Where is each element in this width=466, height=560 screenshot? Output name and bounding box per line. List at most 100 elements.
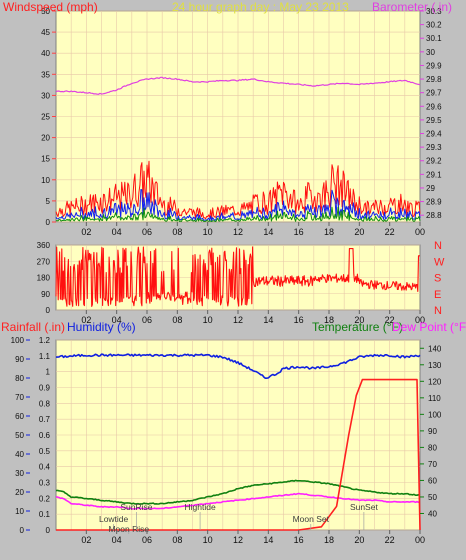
- wind-ytick-label: 15: [41, 155, 50, 164]
- wind-axes: 0 5 10 15 20 25 30 35 40 45 50 28.8 28.9 29 29.1 29.2 29…: [41, 7, 442, 237]
- wind-ytick-label: 35: [41, 70, 50, 79]
- temp-ytick-label: 120: [428, 377, 442, 386]
- direction-xtick-label: 10: [203, 315, 213, 325]
- humidity-label: Humidity (%): [67, 320, 136, 334]
- dewpoint-label: Dew Point (°F): [392, 320, 466, 334]
- baro-ytick-label: 30: [426, 48, 435, 57]
- wind-ytick-label: 0: [46, 218, 51, 227]
- rain-ytick-label: 0: [46, 526, 51, 535]
- rain-ytick-label: 0.3: [39, 479, 51, 488]
- compass-label: E: [434, 289, 441, 301]
- wind-xtick-label: 14: [263, 227, 273, 237]
- wind-ytick-label: 10: [41, 176, 50, 185]
- baro-ytick-label: 30.1: [426, 34, 442, 43]
- baro-ytick-label: 29.7: [426, 89, 442, 98]
- rain-xtick-label: 16: [294, 535, 304, 545]
- compass-label: N: [434, 240, 442, 252]
- baro-ytick-label: 30.2: [426, 21, 442, 30]
- baro-ytick-label: 28.9: [426, 198, 442, 207]
- humidity-ytick-label: 30: [15, 469, 24, 478]
- baro-ytick-label: 29.9: [426, 61, 442, 70]
- temperature-label: Temperature (°F): [312, 320, 403, 334]
- humidity-series: [56, 353, 421, 380]
- rain-ytick-label: 0.7: [39, 415, 51, 424]
- gust-series: [55, 160, 421, 220]
- direction-xtick-label: 14: [263, 315, 273, 325]
- dewpoint-series: [55, 492, 421, 510]
- wind-xtick-label: 10: [203, 227, 213, 237]
- direction-xtick-label: 08: [172, 315, 182, 325]
- direction-xtick-label: 02: [81, 315, 91, 325]
- baro-ytick-label: 29.8: [426, 75, 442, 84]
- direction-ytick-label: 270: [37, 257, 51, 266]
- rain-xtick-label: 22: [385, 535, 395, 545]
- barometer-series: [55, 76, 421, 95]
- humidity-ytick-label: 50: [15, 431, 24, 440]
- direction-xtick-label: 20: [354, 315, 364, 325]
- baro-ytick-label: 29.2: [426, 157, 442, 166]
- compass-label: W: [434, 256, 445, 268]
- humidity-ytick-label: 100: [11, 336, 25, 345]
- temp-ytick-label: 60: [428, 476, 437, 485]
- event-label: SunSet: [350, 502, 379, 512]
- rain-ytick-label: 1: [46, 368, 51, 377]
- rain-ytick-label: 0.1: [39, 510, 51, 519]
- rain-xtick-label: 02: [81, 535, 91, 545]
- temperature-series: [55, 479, 421, 505]
- humidity-ytick-label: 60: [15, 412, 24, 421]
- temp-ytick-label: 100: [428, 410, 442, 419]
- wind-ytick-label: 25: [41, 113, 50, 122]
- wind-xtick-label: 20: [354, 227, 364, 237]
- humidity-ytick-label: 20: [15, 488, 24, 497]
- direction-xtick-label: 18: [324, 315, 334, 325]
- wind-ytick-label: 50: [41, 7, 50, 16]
- humidity-ytick-label: 0: [20, 526, 25, 535]
- rain-ytick-label: 0.9: [39, 384, 51, 393]
- temp-ytick-label: 110: [428, 394, 441, 403]
- rain-xtick-label: 20: [354, 535, 364, 545]
- temp-ytick-label: 140: [428, 344, 442, 353]
- direction-ytick-label: 360: [37, 241, 51, 250]
- humidity-ytick-label: 40: [15, 450, 24, 459]
- baro-ytick-label: 30.3: [426, 7, 442, 16]
- baro-ytick-label: 29.1: [426, 170, 442, 179]
- wind-xtick-label: 02: [81, 227, 91, 237]
- temp-ytick-label: 40: [428, 509, 437, 518]
- event-label: Lowtide: [99, 514, 129, 524]
- barometer-label: Barometer (.in): [372, 0, 452, 14]
- temp-ytick-label: 70: [428, 460, 437, 469]
- direction-xtick-label: 22: [385, 315, 395, 325]
- rain-xtick-label: 06: [142, 535, 152, 545]
- temp-ytick-label: 130: [428, 361, 442, 370]
- wind-ytick-label: 40: [41, 49, 50, 58]
- baro-ytick-label: 29.5: [426, 116, 442, 125]
- wind-xtick-label: 22: [385, 227, 395, 237]
- rain-humidity-axes: 0 0.1 0.2 0.3 0.4 0.5 0.6 0.7 0.8 0.9 1 1.1 1.2 0 10 20…: [11, 336, 442, 545]
- wind-xtick-label: 12: [233, 227, 243, 237]
- wind-xtick-label: 04: [112, 227, 122, 237]
- wind-ytick-label: 20: [41, 134, 50, 143]
- temp-ytick-label: 50: [428, 493, 437, 502]
- rain-xtick-label: 14: [263, 535, 273, 545]
- direction-ytick-label: 0: [46, 306, 51, 315]
- wind-direction-series: [55, 246, 420, 307]
- compass-label: S: [434, 273, 441, 285]
- wind-xtick-label: 18: [324, 227, 334, 237]
- rain-ytick-label: 1.1: [39, 352, 51, 361]
- rainfall-series: [56, 378, 421, 531]
- rain-xtick-label: 12: [233, 535, 243, 545]
- event-label: Hightide: [184, 502, 215, 512]
- rain-ytick-label: 0.6: [39, 431, 51, 440]
- temp-ytick-label: 90: [428, 427, 437, 436]
- direction-xtick-label: 00: [415, 315, 425, 325]
- rain-xtick-label: 00: [415, 535, 425, 545]
- baro-ytick-label: 29.3: [426, 143, 442, 152]
- wind-xtick-label: 16: [294, 227, 304, 237]
- rain-xtick-label: 08: [172, 535, 182, 545]
- rain-xtick-label: 04: [112, 535, 122, 545]
- low-wind-series: [55, 206, 421, 223]
- wind-xtick-label: 00: [415, 227, 425, 237]
